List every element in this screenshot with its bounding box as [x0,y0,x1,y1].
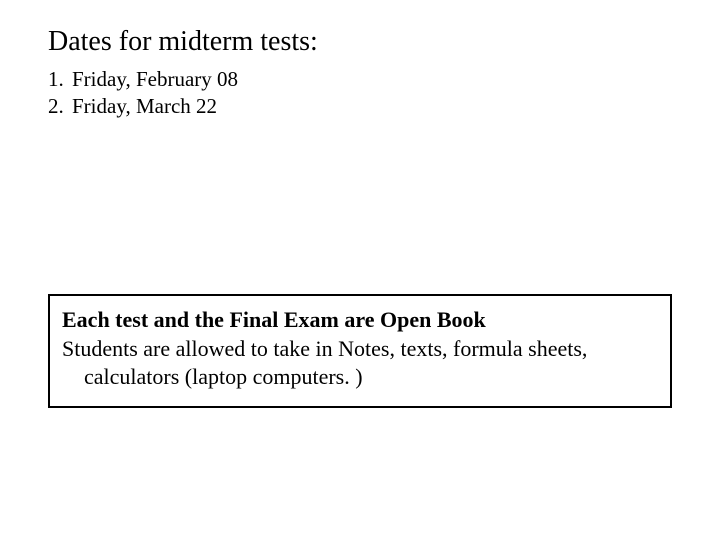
page-title: Dates for midterm tests: [48,26,318,58]
list-number: 2. [48,93,72,120]
list-text: Friday, March 22 [72,93,217,120]
midterm-dates-list: 1. Friday, February 08 2. Friday, March … [48,66,238,121]
list-number: 1. [48,66,72,93]
list-item: 1. Friday, February 08 [48,66,238,93]
note-heading: Each test and the Final Exam are Open Bo… [62,306,658,335]
list-text: Friday, February 08 [72,66,238,93]
list-item: 2. Friday, March 22 [48,93,238,120]
exam-policy-note: Each test and the Final Exam are Open Bo… [48,294,672,408]
note-body: Students are allowed to take in Notes, t… [62,335,658,392]
